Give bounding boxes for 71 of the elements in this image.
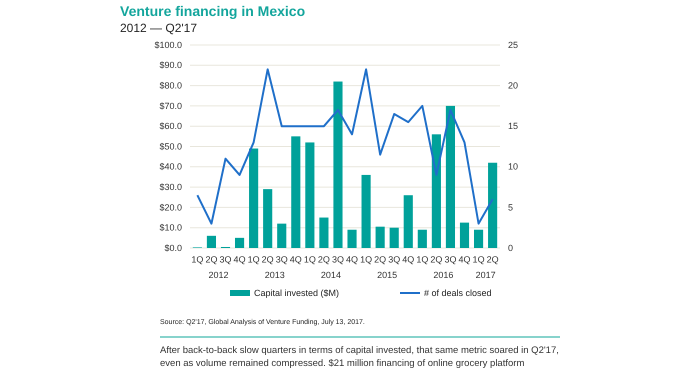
x-tick-label: 4Q — [458, 254, 471, 264]
x-tick-label: 2Q — [486, 254, 499, 264]
text: 2017 — [476, 270, 496, 280]
y-tick-label: $90.0 — [159, 60, 182, 70]
bar — [488, 162, 498, 248]
y-tick-label: $80.0 — [159, 80, 182, 90]
bar — [474, 230, 484, 248]
x-tick-label: 2Q — [262, 254, 274, 264]
text: After back-to-back slow quarters in terms of capital invested, that same metric soared in Q2'17, even as volume remained compressed. $21 million financing of online grocery platform — [160, 345, 559, 369]
y2-tick-label: 15 — [508, 121, 518, 132]
bar — [206, 236, 216, 248]
x-tick-label: 3Q — [276, 254, 288, 264]
bar — [390, 228, 399, 248]
text: 2012 — [208, 270, 228, 280]
x-tick-label: 1Q — [304, 254, 316, 264]
line-series — [196, 68, 494, 225]
x-tick-label: 4Q — [346, 254, 358, 264]
y2-tick-label: 0 — [508, 242, 514, 253]
text: 2016 — [433, 270, 454, 280]
bar — [432, 134, 441, 248]
bar — [446, 106, 456, 248]
y2-tick-label: 25 — [508, 40, 518, 50]
x-tick-label: 1Q — [191, 254, 204, 264]
y-tick-label: $40.0 — [159, 162, 182, 172]
bar — [376, 226, 385, 248]
x-tick-label: 3Q — [388, 254, 400, 264]
x-tick-label: 2Q — [374, 254, 386, 264]
x-tick-label: 1Q — [360, 254, 372, 264]
bar — [234, 238, 244, 248]
legend-label: # of deals closed — [424, 288, 492, 298]
chart-title: Venture financing in Mexico — [120, 3, 306, 19]
x-tick-label: 4Q — [402, 254, 414, 264]
y-tick-label: $60.0 — [159, 121, 182, 132]
x-tick-label: 1Q — [416, 254, 428, 264]
y-tick-label: $0.0 — [164, 242, 182, 253]
bar — [305, 142, 314, 248]
y-tick-label: $30.0 — [159, 182, 182, 192]
bar — [460, 222, 470, 248]
x-tick-label: 3Q — [219, 254, 232, 264]
bar — [418, 230, 427, 248]
x-tick-label: 4Q — [234, 254, 246, 264]
y-tick-label: $50.0 — [159, 141, 182, 152]
y2-tick-label: 20 — [508, 80, 518, 90]
y2-tick-label: 10 — [508, 162, 518, 172]
bar — [263, 189, 272, 248]
text: 2015 — [377, 270, 398, 280]
bar — [291, 136, 300, 248]
bar — [333, 82, 343, 248]
bar — [249, 148, 258, 248]
bar — [347, 230, 357, 248]
x-tick-label: 3Q — [444, 254, 456, 264]
bar — [404, 195, 413, 248]
y-tick-label: $20.0 — [159, 202, 182, 212]
x-tick-label: 1Q — [248, 254, 260, 264]
y-tick-label: $100.0 — [154, 40, 182, 50]
x-tick-label: 2Q — [430, 254, 442, 264]
y-tick-label: $70.0 — [159, 100, 182, 111]
bar — [319, 218, 328, 248]
legend-label: Capital invested ($M) — [254, 288, 340, 298]
x-tick-label: 3Q — [332, 254, 344, 264]
text: 2013 — [264, 270, 285, 280]
text: 2014 — [320, 270, 341, 280]
bar — [362, 174, 371, 248]
x-tick-label: 1Q — [472, 254, 485, 264]
y-tick-label: $10.0 — [159, 222, 182, 233]
bar — [277, 224, 286, 248]
x-tick-label: 2Q — [318, 254, 330, 264]
y2-tick-label: 5 — [508, 202, 514, 212]
x-tick-label: 4Q — [290, 254, 302, 264]
x-tick-label: 2Q — [205, 254, 218, 264]
chart-subtitle: 2012 — Q2'17 — [120, 21, 198, 35]
